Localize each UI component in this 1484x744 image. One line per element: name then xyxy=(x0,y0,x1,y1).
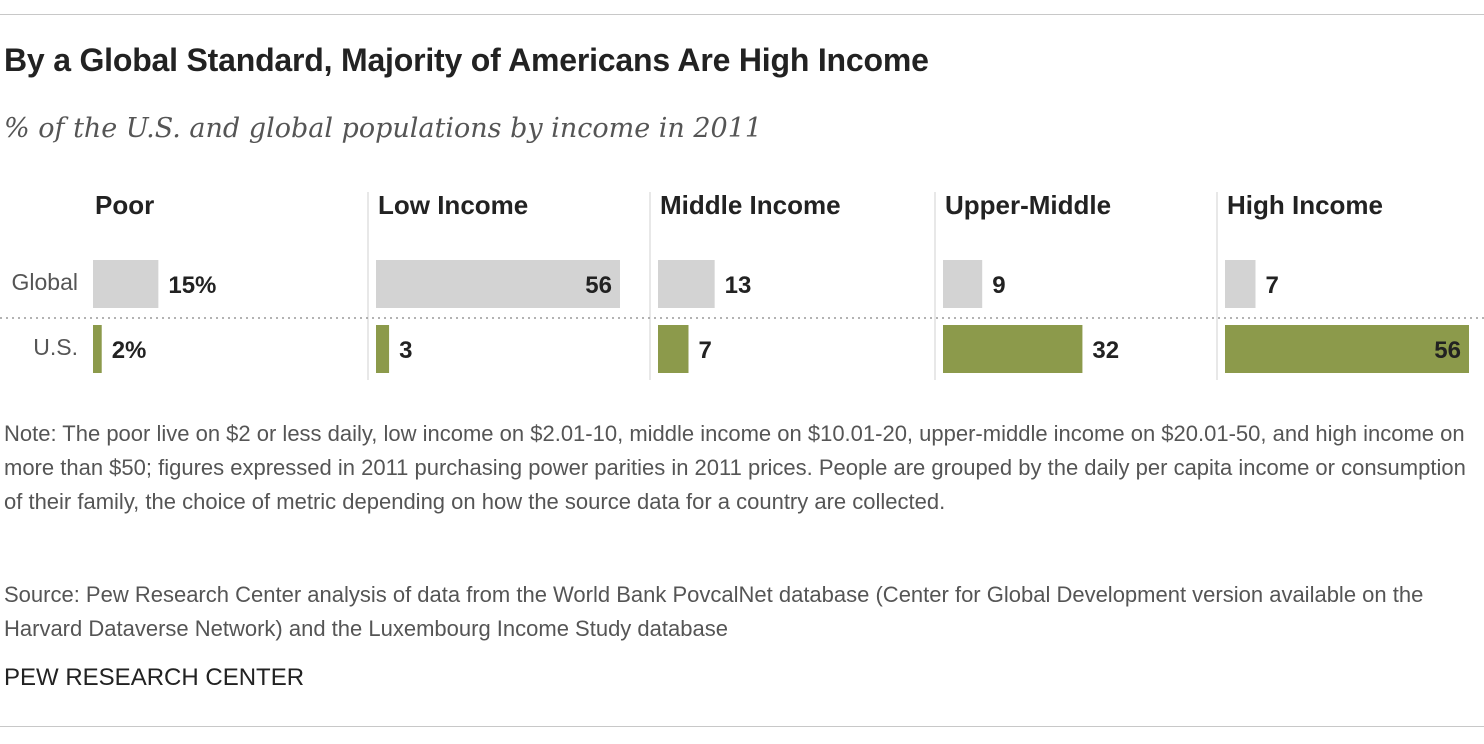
income-bar-chart: Poor Low Income Middle Income Upper-Middle H… xyxy=(0,190,1484,380)
bar xyxy=(658,260,715,308)
chart-subtitle: % of the U.S. and global populations by … xyxy=(4,113,763,144)
data-label: 13 xyxy=(725,272,752,299)
bar xyxy=(93,260,159,308)
data-label: 2% xyxy=(112,337,147,364)
category-header: Upper-Middle xyxy=(945,190,1111,220)
bottom-rule xyxy=(0,726,1484,727)
data-label: 3 xyxy=(399,337,412,364)
category-header: Low Income xyxy=(378,190,528,220)
data-label: 7 xyxy=(699,337,712,364)
series-label: U.S. xyxy=(33,334,78,360)
category-header: Middle Income xyxy=(660,190,841,220)
bar xyxy=(943,260,983,308)
top-rule xyxy=(0,14,1484,15)
chart-note: Note: The poor live on $2 or less daily,… xyxy=(4,421,1466,514)
bar xyxy=(943,325,1083,373)
series-label: Global xyxy=(12,269,78,295)
bar xyxy=(658,325,689,373)
data-label: 32 xyxy=(1092,337,1119,364)
pew-credit: PEW RESEARCH CENTER xyxy=(4,664,305,691)
data-label: 7 xyxy=(1266,272,1279,299)
category-header: Poor xyxy=(95,190,154,220)
bar xyxy=(93,325,102,373)
data-label: 9 xyxy=(992,272,1005,299)
data-label: 56 xyxy=(1434,337,1461,364)
data-label: 15% xyxy=(168,272,216,299)
category-header: High Income xyxy=(1227,190,1383,220)
data-label: 56 xyxy=(585,272,612,299)
bar xyxy=(1225,260,1256,308)
bar xyxy=(1225,325,1469,373)
bar xyxy=(376,260,620,308)
bar xyxy=(376,325,390,373)
chart-source: Source: Pew Research Center analysis of … xyxy=(4,582,1424,641)
chart-title: By a Global Standard, Majority of Americ… xyxy=(4,42,929,78)
